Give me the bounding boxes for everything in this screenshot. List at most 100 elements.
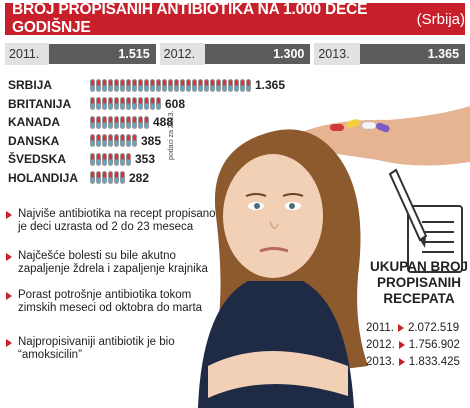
child-photo [198, 106, 470, 408]
pill-icon [126, 115, 131, 129]
pill-icon [102, 171, 107, 184]
pill-icon [132, 97, 137, 110]
pills-in-hand-icon [330, 119, 390, 133]
year-totals: 2011. 1.515 2012. 1.300 2013. 1.365 [5, 43, 466, 65]
pill-icon [138, 78, 143, 92]
year-label: 2012. [159, 43, 205, 65]
pill-icon [108, 152, 113, 166]
bullet-item: Najviše antibiotika na recept propisano … [6, 208, 218, 234]
pill-icon [120, 134, 125, 147]
prescription-year: 2011. [366, 322, 394, 334]
pill-icon [90, 78, 95, 92]
pill-icon [120, 97, 125, 110]
bullet-text: Najpropisivaniji antibiotik je bio “amok… [18, 336, 175, 361]
pill-icon [120, 171, 125, 184]
bar [90, 97, 161, 110]
pill-icon [198, 78, 203, 92]
pill-icon [120, 115, 125, 129]
pill-icon [102, 134, 107, 147]
pill-icon [180, 78, 185, 92]
pill-icon [126, 152, 131, 166]
pill-icon [162, 78, 167, 92]
pill-icon [96, 78, 101, 92]
category-label: KANADA [8, 115, 60, 129]
prescription-year: 2013. [366, 356, 395, 368]
bar [90, 115, 149, 129]
pill-icon [108, 97, 113, 110]
bar [90, 134, 137, 147]
bullet-text: Najviše antibiotika na recept propisano … [18, 208, 216, 233]
prescriptions-title: UKUPAN BROJ PROPISANIH RECEPATA [369, 259, 468, 306]
pill-icon [102, 78, 107, 92]
bar-row: KANADA 488 [8, 113, 173, 131]
pill-icon [114, 78, 119, 92]
bar [90, 152, 131, 166]
value-label: 608 [165, 96, 186, 111]
bar-row: BRITANIJA 608 [8, 95, 185, 113]
pill-icon [114, 152, 119, 166]
pill-icon [114, 115, 119, 129]
pill-icon [138, 97, 143, 110]
pen-icon [388, 168, 428, 248]
pill-icon [90, 97, 95, 110]
pill-icon [144, 78, 149, 92]
prescription-row: 2013. 1.833.425 [366, 356, 460, 368]
prescription-value: 2.072.519 [407, 322, 460, 334]
pill-icon [90, 171, 95, 184]
pill-icon [108, 171, 113, 184]
pill-icon [150, 78, 155, 92]
pill-icon [132, 134, 137, 147]
pill-icon [120, 152, 125, 166]
pill-icon [240, 78, 245, 92]
pill-icon [216, 78, 221, 92]
header-banner: BROJ PROPISANIH ANTIBIOTIKA NA 1.000 DEC… [5, 1, 465, 36]
pill-icon [126, 78, 131, 92]
bullet-arrow-icon [6, 253, 12, 261]
bullet-item: Najpropisivaniji antibiotik je bio “amok… [6, 336, 218, 362]
arrow-icon [397, 324, 404, 332]
bar-row: ŠVEDSKA 353 [8, 150, 155, 168]
pill-icon [234, 78, 239, 92]
pill-icon [144, 97, 149, 110]
document-icon [407, 205, 463, 273]
bullet-arrow-icon [6, 339, 12, 347]
pill-icon [186, 78, 191, 92]
bullet-text: Najčešće bolesti su bile akutno zapaljen… [18, 250, 208, 275]
pill-icon [114, 171, 119, 184]
pill-icon [192, 78, 197, 92]
prescription-value: 1.833.425 [408, 356, 460, 368]
pill-icon [222, 78, 227, 92]
chart-title: BROJ PROPISANIH ANTIBIOTIKA NA 1.000 DEC… [12, 1, 368, 36]
chart-subtitle: (Srbija) [416, 10, 465, 28]
pill-icon [132, 115, 137, 129]
pill-icon [102, 97, 107, 110]
pill-icon [108, 134, 113, 147]
arrow-icon [398, 341, 405, 349]
bar-row: HOLANDIJA 282 [8, 169, 149, 187]
value-label: 353 [135, 152, 156, 166]
pill-icon [90, 115, 95, 129]
pill-icon [108, 115, 113, 129]
pill-icon [156, 97, 161, 110]
pill-icon [168, 78, 173, 92]
pill-icon [228, 78, 233, 92]
category-label: ŠVEDSKA [8, 152, 67, 166]
bar-row: SRBIJA 1.365 [8, 76, 285, 94]
year-label: 2013. [314, 43, 360, 65]
pill-icon [114, 134, 119, 147]
arrow-icon [398, 358, 405, 366]
pill-icon [90, 134, 95, 147]
bullet-arrow-icon [6, 292, 12, 300]
pill-icon [120, 78, 125, 92]
value-label: 1.365 [255, 78, 286, 92]
bar-row: DANSKA 385 [8, 132, 161, 150]
pill-icon [132, 78, 137, 92]
year-value: 1.300 [273, 47, 305, 61]
pill-icon [210, 78, 215, 92]
category-label: SRBIJA [8, 78, 53, 92]
value-label: 488 [153, 115, 174, 129]
bar [90, 78, 251, 92]
pill-icon [96, 134, 101, 147]
pill-icon [126, 97, 131, 110]
prescription-row: 2011. 2.072.519 [366, 322, 459, 334]
